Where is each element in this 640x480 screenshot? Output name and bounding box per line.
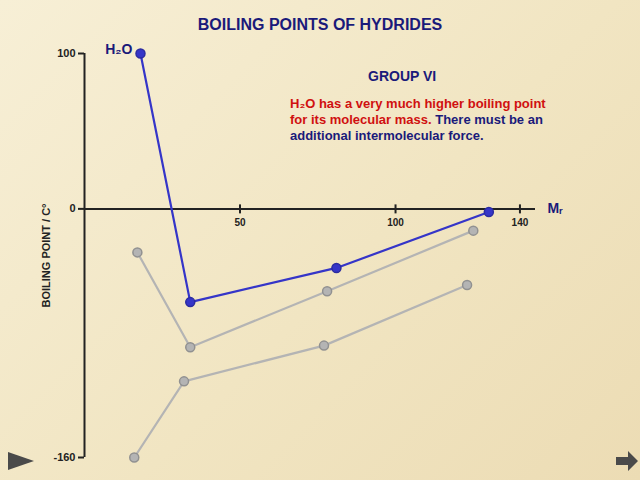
svg-text:140: 140 xyxy=(512,217,529,228)
svg-text:100: 100 xyxy=(387,217,404,228)
svg-text:0: 0 xyxy=(69,202,75,214)
svg-text:H₂O: H₂O xyxy=(105,41,132,57)
svg-text:-160: -160 xyxy=(53,451,75,463)
svg-text:BOILING POINT / C°: BOILING POINT / C° xyxy=(40,203,52,307)
html-text:GROUP VI: GROUP VI xyxy=(368,68,437,84)
svg-text:100: 100 xyxy=(57,47,75,59)
svg-text:Mᵣ: Mᵣ xyxy=(548,200,564,216)
html-text:H₂O has a very much higher boi: H₂O has a very much higher boiling point… xyxy=(290,96,546,143)
html-text:BOILING POINTS OF HYDRIDES: BOILING POINTS OF HYDRIDES xyxy=(197,16,443,33)
svg-text:50: 50 xyxy=(234,217,246,228)
